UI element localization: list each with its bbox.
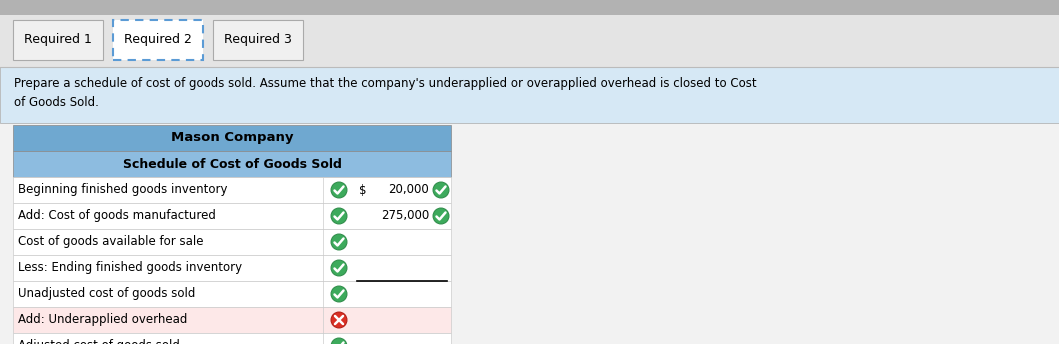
- Bar: [13, 307, 451, 333]
- Text: 275,000: 275,000: [381, 209, 429, 223]
- Text: Cost of goods available for sale: Cost of goods available for sale: [18, 236, 203, 248]
- Bar: [13, 203, 451, 229]
- Bar: [213, 20, 303, 60]
- Circle shape: [331, 338, 347, 344]
- Text: Adjusted cost of goods sold: Adjusted cost of goods sold: [18, 340, 180, 344]
- Text: $: $: [359, 183, 366, 196]
- Text: Required 3: Required 3: [225, 33, 292, 46]
- Text: 20,000: 20,000: [389, 183, 429, 196]
- Circle shape: [331, 182, 347, 198]
- Text: Required 2: Required 2: [124, 33, 192, 46]
- Bar: [13, 229, 451, 255]
- Bar: [13, 177, 451, 203]
- Bar: [0, 0, 1059, 15]
- Text: Mason Company: Mason Company: [170, 131, 293, 144]
- Bar: [13, 151, 451, 177]
- Bar: [0, 15, 1059, 67]
- Text: Schedule of Cost of Goods Sold: Schedule of Cost of Goods Sold: [123, 158, 341, 171]
- Bar: [13, 281, 451, 307]
- Circle shape: [433, 182, 449, 198]
- Bar: [13, 20, 103, 60]
- Circle shape: [331, 208, 347, 224]
- Circle shape: [433, 208, 449, 224]
- Text: Add: Cost of goods manufactured: Add: Cost of goods manufactured: [18, 209, 216, 223]
- Circle shape: [331, 286, 347, 302]
- Bar: [13, 255, 451, 281]
- Bar: [13, 125, 451, 151]
- Bar: [13, 333, 451, 344]
- Text: Prepare a schedule of cost of goods sold. Assume that the company's underapplied: Prepare a schedule of cost of goods sold…: [14, 77, 756, 109]
- Text: Less: Ending finished goods inventory: Less: Ending finished goods inventory: [18, 261, 243, 275]
- Circle shape: [331, 234, 347, 250]
- Text: Beginning finished goods inventory: Beginning finished goods inventory: [18, 183, 228, 196]
- Text: Required 1: Required 1: [24, 33, 92, 46]
- Bar: [113, 20, 203, 60]
- Circle shape: [331, 312, 347, 328]
- Circle shape: [331, 260, 347, 276]
- Text: Add: Underapplied overhead: Add: Underapplied overhead: [18, 313, 187, 326]
- Bar: [0, 67, 1059, 123]
- Text: Unadjusted cost of goods sold: Unadjusted cost of goods sold: [18, 288, 195, 301]
